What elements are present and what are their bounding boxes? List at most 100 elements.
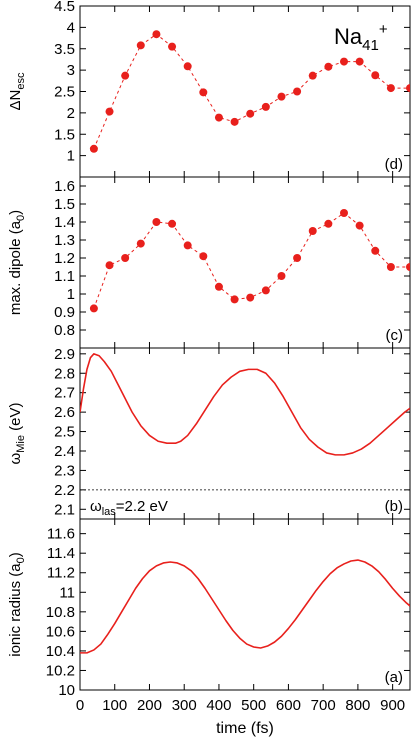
data-point bbox=[152, 30, 161, 39]
data-point bbox=[105, 107, 114, 116]
x-tick-label: 800 bbox=[345, 697, 370, 714]
series-line bbox=[80, 559, 410, 654]
x-tick-label: 100 bbox=[102, 697, 127, 714]
data-point bbox=[308, 227, 317, 235]
data-point bbox=[293, 87, 302, 96]
y-tick-label: 1 bbox=[67, 286, 75, 303]
panel-label: (c) bbox=[386, 327, 404, 344]
panel-label: (b) bbox=[385, 498, 403, 515]
y-tick-label: 0.9 bbox=[54, 304, 75, 321]
data-point bbox=[355, 221, 364, 230]
y-tick-label: 11.4 bbox=[47, 545, 75, 562]
y-tick-label: 1.4 bbox=[54, 214, 75, 231]
y-tick-label: 2.1 bbox=[54, 501, 75, 518]
data-point bbox=[152, 218, 161, 226]
x-tick-label: 0 bbox=[76, 697, 84, 714]
x-axis-label: time (fs) bbox=[216, 720, 274, 737]
panel-frame bbox=[79, 347, 411, 520]
y-tick-label: 2.5 bbox=[54, 84, 75, 101]
y-tick-label: 10.2 bbox=[46, 662, 75, 679]
data-point bbox=[168, 219, 177, 228]
y-tick-label: 1.6 bbox=[54, 178, 75, 195]
y-tick-label: 2.5 bbox=[54, 424, 75, 441]
y-tick-label: 2.6 bbox=[54, 404, 75, 421]
y-tick-label: 10.8 bbox=[46, 604, 75, 621]
series-line bbox=[80, 353, 410, 456]
x-tick-label: 900 bbox=[380, 697, 405, 714]
data-point bbox=[183, 241, 192, 250]
y-tick-label: 1.5 bbox=[54, 196, 75, 213]
data-point bbox=[230, 295, 239, 304]
x-tick-label: 500 bbox=[241, 697, 266, 714]
data-point bbox=[261, 102, 270, 111]
data-point bbox=[89, 144, 98, 153]
y-tick-label: 10.6 bbox=[46, 623, 75, 640]
y-tick-label: 11.2 bbox=[47, 565, 75, 582]
y-tick-label: 10 bbox=[58, 682, 75, 699]
y-tick-label: 3 bbox=[67, 62, 75, 79]
data-point bbox=[89, 304, 98, 313]
y-tick-label: 10.4 bbox=[46, 643, 75, 660]
data-point bbox=[136, 239, 145, 248]
y-tick-label: 1.1 bbox=[54, 268, 75, 285]
data-point bbox=[199, 252, 208, 261]
y-tick-label: 11.6 bbox=[47, 526, 75, 543]
y-tick-label: 1 bbox=[67, 148, 75, 165]
y-axis-label: ωMie (eV) bbox=[7, 403, 27, 465]
reference-label: ωlas=2.2 eV bbox=[90, 498, 168, 518]
x-tick-label: 400 bbox=[206, 697, 231, 714]
data-point bbox=[214, 282, 223, 291]
y-tick-label: 2.7 bbox=[54, 385, 75, 402]
data-point bbox=[246, 109, 255, 118]
data-point bbox=[277, 92, 286, 101]
data-point bbox=[340, 57, 348, 66]
data-point bbox=[277, 272, 286, 280]
x-tick-label: 200 bbox=[137, 697, 162, 714]
data-point bbox=[324, 219, 333, 228]
data-point bbox=[121, 254, 130, 262]
data-point bbox=[340, 209, 348, 217]
y-axis-label: ΔNesc bbox=[7, 72, 27, 110]
y-tick-label: 1.3 bbox=[54, 232, 75, 249]
data-point bbox=[406, 84, 410, 93]
data-point bbox=[386, 84, 395, 93]
panel-label: (d) bbox=[385, 156, 403, 173]
panel-label: (a) bbox=[385, 669, 403, 686]
data-point bbox=[261, 286, 270, 295]
data-point bbox=[199, 88, 208, 97]
x-tick-label: 600 bbox=[276, 697, 301, 714]
y-tick-label: 1.2 bbox=[54, 250, 75, 267]
y-tick-label: 2.8 bbox=[54, 365, 75, 382]
panel-frame bbox=[79, 518, 411, 691]
y-tick-label: 0.8 bbox=[54, 322, 75, 339]
y-tick-label: 4.5 bbox=[54, 0, 75, 15]
data-point bbox=[136, 41, 145, 50]
x-tick-label: 700 bbox=[311, 697, 336, 714]
x-tick-label: 300 bbox=[172, 697, 197, 714]
y-axis-label: ionic radius (a0) bbox=[7, 552, 27, 657]
y-tick-label: 2 bbox=[67, 105, 75, 122]
data-point bbox=[183, 62, 192, 71]
data-point bbox=[355, 57, 364, 66]
y-tick-label: 2.2 bbox=[54, 482, 75, 499]
data-point bbox=[230, 117, 239, 126]
data-point bbox=[371, 246, 380, 255]
data-point bbox=[371, 71, 380, 80]
y-axis-label: max. dipole (a0) bbox=[7, 210, 27, 315]
data-point bbox=[168, 42, 177, 51]
y-tick-label: 2.3 bbox=[54, 462, 75, 479]
y-tick-label: 4 bbox=[67, 19, 75, 36]
data-point bbox=[308, 71, 317, 80]
data-point bbox=[293, 254, 302, 262]
y-tick-label: 1.5 bbox=[54, 126, 75, 143]
data-point bbox=[386, 263, 395, 271]
data-point bbox=[406, 263, 410, 271]
data-point bbox=[214, 113, 223, 122]
panel-frame bbox=[79, 176, 411, 349]
species-annotation: Na41+ bbox=[334, 21, 388, 54]
y-tick-label: 2.4 bbox=[54, 443, 75, 460]
y-tick-label: 11 bbox=[59, 584, 75, 601]
data-point bbox=[246, 293, 255, 302]
y-tick-label: 3.5 bbox=[54, 41, 75, 58]
